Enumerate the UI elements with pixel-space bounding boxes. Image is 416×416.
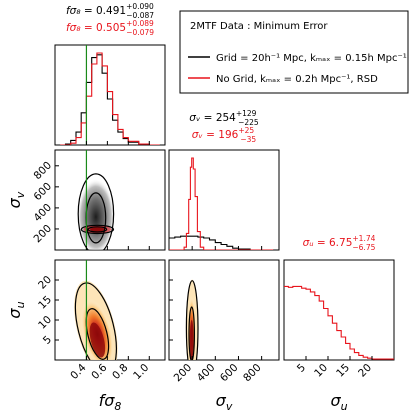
density-red-core [90, 227, 105, 232]
panel-joint-sv-fs8 [54, 149, 166, 251]
ytick-label-su: 10 [36, 314, 54, 332]
contour-68 [85, 308, 110, 360]
hist-fs8-black [60, 54, 160, 145]
xtick-label-sv: 600 [218, 362, 241, 385]
ytick-label-sv: 200 [31, 223, 54, 246]
svg-text:σu: σu [5, 301, 27, 318]
hist-sv-black [169, 235, 274, 250]
xtick-label-su: 10 [312, 362, 330, 380]
xtick-label-fs8: 1.0 [131, 362, 151, 382]
legend-title: 2MTF Data : Minimum Error [190, 21, 328, 32]
density-core [89, 322, 106, 358]
panel-hist-sv [168, 149, 280, 251]
panel-joint-su-sv [168, 259, 280, 361]
xtick-label-su: 15 [334, 362, 352, 380]
xtick-label-sv: 800 [241, 362, 264, 385]
legend-box [179, 10, 409, 94]
annotation-fs8-0: fσ₈ = 0.491+0.090 −0.087 [66, 2, 154, 20]
contour-95 [74, 282, 117, 360]
joint-sv_vs_fs8-density [77, 178, 115, 250]
axis-label-su-x: σu [330, 391, 347, 413]
joint-su_vs_fs8-contours [74, 282, 117, 360]
axis-label-su-y: σu [5, 301, 27, 318]
axis-label-sv-x: σv [216, 391, 233, 413]
svg-text:σv: σv [5, 191, 27, 208]
xtick-label-fs8: 0.4 [68, 361, 89, 382]
ytick-label-sv: 800 [31, 159, 54, 182]
axis-label-fs8: fσ8 [99, 391, 122, 413]
hist-su-red [284, 285, 394, 360]
joint-su_vs_fs8-density [74, 280, 118, 360]
annotation-su-0: σᵤ = 6.75+1.74 −6.75 [303, 234, 376, 252]
legend: 2MTF Data : Minimum Error Grid = 20h⁻¹ M… [179, 10, 409, 94]
contour-red-95 [80, 224, 115, 235]
marginal-su [284, 285, 394, 360]
xtick-label-sv: 200 [172, 362, 195, 385]
xtick-label-su: 5 [295, 362, 308, 375]
ytick-label-sv: 400 [31, 202, 54, 225]
panel-hist-su [283, 259, 395, 361]
xtick-label-fs8: 0.6 [89, 361, 110, 382]
density-core [189, 320, 194, 360]
ytick-label-sv: 600 [31, 180, 54, 203]
contour-95 [185, 280, 199, 360]
marginal-fs8 [60, 52, 160, 145]
xtick-label-fs8: 0.8 [110, 362, 130, 382]
legend-entry-red: No Grid, kₘₐₓ = 0.2h Mpc⁻¹, RSD [216, 74, 378, 85]
density-gray [77, 178, 115, 250]
hist-sv-red [169, 157, 274, 250]
annotation-sv-0: σᵥ = 254+129 −225 [189, 109, 259, 127]
legend-entry-black: Grid = 20h⁻¹ Mpc, kₘₐₓ = 0.15h Mpc⁻¹ [216, 53, 407, 64]
ytick-label-su: 15 [36, 294, 54, 312]
marginal-sv [169, 157, 274, 250]
contour-black-95 [77, 173, 115, 250]
contour-red-68 [87, 226, 108, 233]
contour-68 [188, 306, 195, 360]
ytick-label-su: 20 [36, 274, 54, 292]
joint-su_vs_sv-contours [185, 280, 199, 360]
axis-label-sv-y: σv [5, 191, 27, 208]
xtick-label-sv: 400 [195, 362, 218, 385]
xtick-label-su: 20 [356, 362, 374, 380]
ytick-label-su: 5 [41, 334, 54, 347]
annotation-sv-1: σᵥ = 196+25 −35 [192, 126, 257, 144]
panel-hist-fs8 [54, 44, 166, 146]
annotation-fs8-1: fσ₈ = 0.505+0.089 −0.079 [66, 19, 154, 37]
